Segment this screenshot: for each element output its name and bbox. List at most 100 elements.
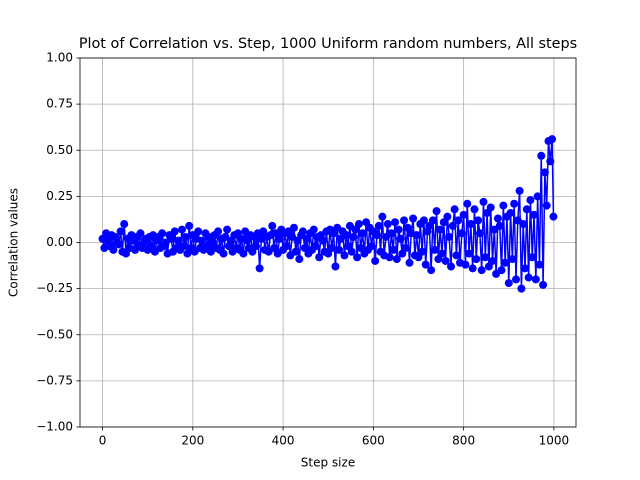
data-point: [421, 260, 430, 269]
data-point: [197, 236, 206, 245]
data-point: [255, 264, 264, 273]
data-point: [486, 203, 495, 212]
y-tick-label: 0.25: [46, 189, 73, 203]
data-point: [542, 201, 551, 210]
y-tick-label: −0.25: [36, 281, 73, 295]
data-point: [493, 214, 502, 223]
data-point: [528, 253, 537, 262]
x-tick-label: 400: [272, 434, 295, 448]
data-point: [432, 207, 441, 216]
data-point: [515, 186, 524, 195]
data-point: [158, 229, 167, 238]
y-tick-label: 0.00: [46, 235, 73, 249]
data-point: [412, 231, 421, 240]
data-point: [465, 249, 474, 258]
data-point: [268, 221, 277, 230]
data-point: [391, 218, 400, 227]
plot-area: [98, 135, 558, 293]
data-point: [409, 214, 418, 223]
data-point: [548, 135, 557, 144]
data-point: [374, 221, 383, 230]
data-point: [116, 227, 125, 236]
data-point: [342, 231, 351, 240]
data-point: [466, 220, 475, 229]
data-point: [179, 242, 188, 251]
data-point: [463, 199, 472, 208]
data-point: [170, 227, 179, 236]
data-point: [445, 232, 454, 241]
x-tick-label: 1000: [539, 434, 570, 448]
data-point: [185, 221, 194, 230]
data-point: [315, 253, 324, 262]
data-point: [504, 279, 513, 288]
data-point: [526, 196, 535, 205]
data-point: [400, 216, 409, 225]
data-point: [318, 236, 327, 245]
data-point: [295, 255, 304, 264]
data-point: [347, 247, 356, 256]
data-point: [291, 247, 300, 256]
y-tick-label: 0.50: [46, 143, 73, 157]
data-point: [167, 234, 176, 243]
data-point: [499, 201, 508, 210]
data-point: [533, 192, 542, 201]
data-point: [497, 266, 506, 275]
data-point: [436, 225, 445, 234]
data-point: [530, 210, 539, 219]
data-point: [441, 256, 450, 265]
data-point: [448, 221, 457, 230]
data-point: [358, 229, 367, 238]
y-tick-label: 0.75: [46, 97, 73, 111]
y-tick-label: −1.00: [36, 420, 73, 434]
data-point: [546, 157, 555, 166]
data-point: [475, 229, 484, 238]
data-point: [488, 256, 497, 265]
data-point: [396, 234, 405, 243]
data-point: [427, 266, 436, 275]
data-point: [298, 227, 307, 236]
data-point: [389, 245, 398, 254]
x-tick-label: 0: [99, 434, 107, 448]
data-point: [510, 199, 519, 208]
data-point: [517, 284, 526, 293]
data-point: [459, 210, 468, 219]
data-point: [470, 205, 479, 214]
y-tick-label: −0.50: [36, 327, 73, 341]
data-point: [275, 234, 284, 243]
x-tick-label: 200: [181, 434, 204, 448]
data-point: [349, 232, 358, 241]
data-point: [401, 244, 410, 253]
data-point: [394, 225, 403, 234]
data-point: [472, 255, 481, 264]
data-point: [501, 258, 510, 267]
data-point: [372, 231, 381, 240]
data-point: [120, 220, 129, 229]
data-point: [174, 236, 183, 245]
data-point: [387, 229, 396, 238]
x-tick-label: 800: [452, 434, 475, 448]
data-point: [371, 256, 380, 265]
y-axis-label: Correlation values: [7, 188, 21, 297]
data-point: [219, 249, 228, 258]
data-point: [353, 253, 362, 262]
data-point: [383, 220, 392, 229]
data-point: [311, 242, 320, 251]
data-point: [309, 225, 318, 234]
data-point: [522, 205, 531, 214]
chart-title: Plot of Correlation vs. Step, 1000 Unifo…: [79, 36, 577, 52]
data-point: [331, 262, 340, 271]
data-point: [521, 264, 530, 273]
data-point: [537, 151, 546, 160]
data-point: [508, 255, 517, 264]
data-point: [335, 245, 344, 254]
data-point: [385, 253, 394, 262]
data-point: [136, 229, 145, 238]
data-point: [474, 216, 483, 225]
data-point: [289, 223, 298, 232]
data-point: [177, 225, 186, 234]
data-point: [239, 249, 248, 258]
data-point: [457, 229, 466, 238]
data-point: [450, 205, 459, 214]
data-point: [535, 260, 544, 269]
